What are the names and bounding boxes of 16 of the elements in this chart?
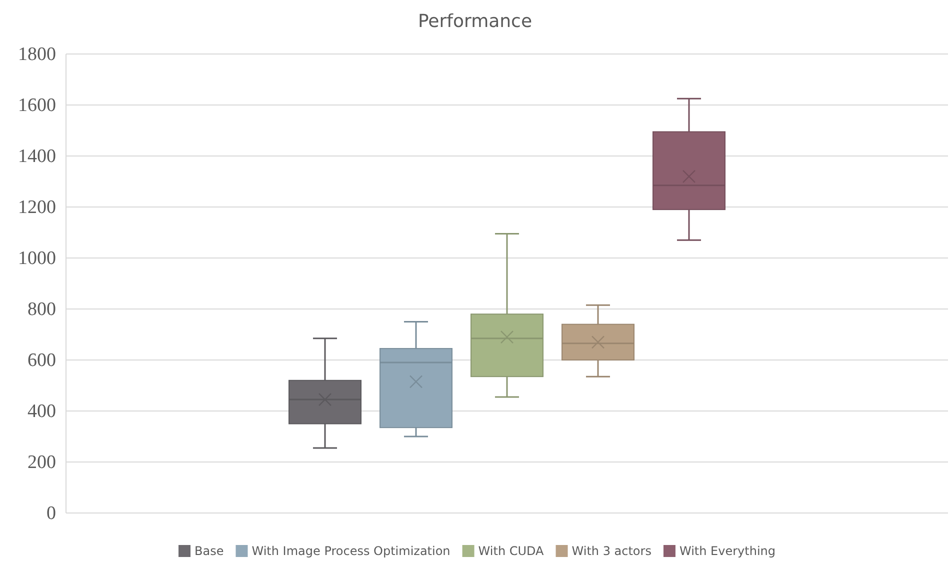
y-tick-label: 1200: [18, 197, 56, 218]
y-tick-label: 800: [28, 299, 56, 320]
y-tick-label: 600: [28, 350, 56, 372]
y-tick-label: 400: [28, 401, 56, 422]
legend-label: With 3 actors: [572, 544, 652, 558]
y-tick-label: 1800: [18, 44, 56, 66]
y-tick-label: 1600: [18, 95, 56, 116]
y-tick-label: 0: [46, 503, 56, 524]
legend-label: With Image Process Optimization: [252, 544, 450, 558]
y-tick-label: 1400: [18, 146, 56, 168]
legend-label: With CUDA: [478, 544, 545, 558]
legend-label: Base: [194, 544, 224, 558]
chart-title: Performance: [418, 11, 532, 32]
y-tick-label: 1000: [18, 248, 56, 270]
y-tick-label: 200: [28, 452, 56, 474]
legend-label: With Everything: [679, 544, 776, 558]
